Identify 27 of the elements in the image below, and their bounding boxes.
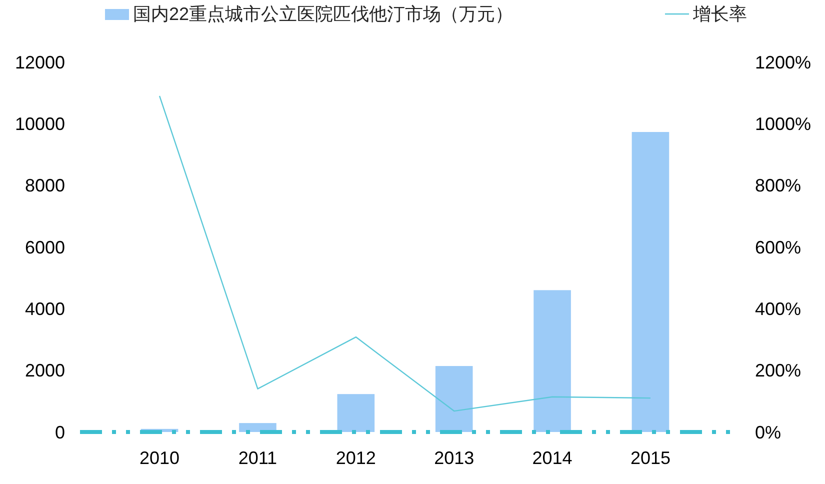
y2-tick-label: 400% <box>755 298 802 319</box>
y2-tick-label: 600% <box>755 237 802 258</box>
y2-tick-label: 1200% <box>755 52 812 72</box>
y-tick-label: 4000 <box>24 298 65 319</box>
y-tick-label: 6000 <box>24 237 65 258</box>
x-tick-label: 2012 <box>336 448 376 468</box>
line-series <box>158 95 652 412</box>
bar <box>534 290 571 432</box>
bar <box>435 366 473 432</box>
bar <box>632 132 670 432</box>
y-tick-label: 0 <box>54 422 65 442</box>
y2-tick-label: 1000% <box>755 114 812 134</box>
x-tick-label: 2011 <box>238 448 278 468</box>
bar <box>337 394 375 432</box>
legend-label: 增长率 <box>692 4 747 24</box>
y-tick-label: 2000 <box>24 360 65 381</box>
y-tick-label: 10000 <box>14 114 65 134</box>
x-tick-label: 2013 <box>434 448 474 468</box>
y-tick-label: 12000 <box>14 52 65 72</box>
y2-tick-label: 0% <box>755 422 782 442</box>
x-tick-label: 2010 <box>140 448 180 468</box>
y-tick-label: 8000 <box>24 176 65 196</box>
x-tick-label: 2014 <box>532 448 572 468</box>
x-tick-label: 2015 <box>630 448 670 468</box>
legend-label: 国内22重点城市公立医院匹伐他汀市场（万元） <box>133 4 514 24</box>
y2-tick-label: 800% <box>755 176 802 196</box>
y2-tick-label: 200% <box>755 360 802 381</box>
